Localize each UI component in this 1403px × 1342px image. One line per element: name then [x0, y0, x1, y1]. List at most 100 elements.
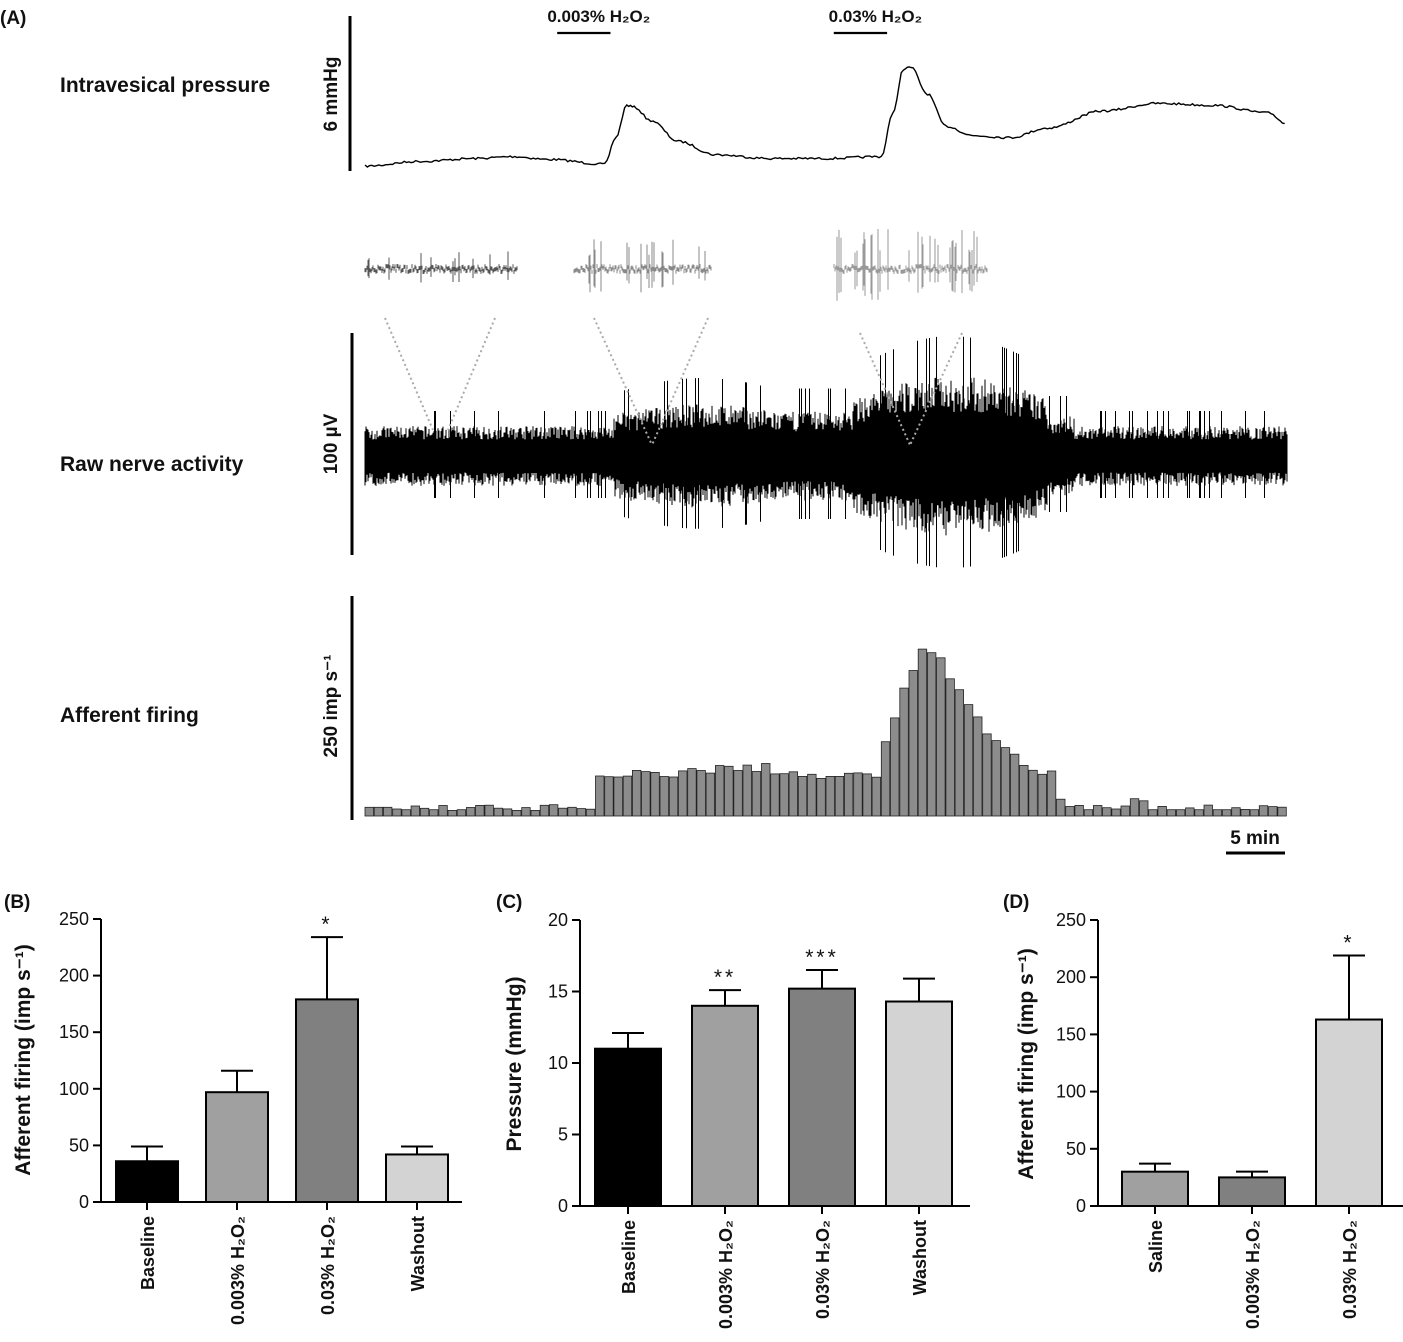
firing-bin — [567, 806, 577, 817]
firing-bin — [521, 807, 531, 817]
firing-bin — [1203, 804, 1213, 817]
firing-bin — [1046, 770, 1057, 817]
category-label: 0.003% H₂O₂ — [1243, 1220, 1263, 1329]
y-tick-label: 100 — [59, 1079, 89, 1099]
firing-bin — [558, 807, 568, 817]
firing-bin — [936, 657, 946, 817]
firing-bin — [1268, 806, 1278, 817]
firing-bin — [530, 810, 540, 817]
panel-d-letter: (D) — [1003, 892, 1029, 913]
bar-0 — [1121, 1170, 1189, 1208]
y-tick-label: 200 — [59, 966, 89, 986]
nerve-inset-3 — [833, 229, 988, 301]
firing-bin — [493, 807, 504, 817]
firing-bin — [715, 765, 725, 817]
firing-bin — [613, 776, 623, 817]
firing-bin — [899, 687, 909, 817]
y-tick-label: 200 — [1056, 967, 1086, 987]
firing-bin — [1093, 805, 1103, 817]
bar-2 — [1315, 1018, 1383, 1208]
firing-bin — [678, 770, 688, 817]
time-scale-label: 5 min — [1230, 828, 1280, 849]
firing-bin — [834, 776, 845, 817]
bar-3 — [385, 1153, 449, 1204]
panel-b-chart: 0 50 100 150 200 250 Baseline 0.003% H₂O₂ 0.03% … — [59, 909, 462, 1325]
panel-d-chart: 0 50 100 150 200 250 Saline 0.003% H₂O₂ 0.03% H₂… — [1056, 910, 1403, 1329]
application-label: 0.03% H₂O₂ — [829, 7, 923, 26]
panel-d: (D) Afferent firing (imp s⁻¹) 0 50 100 150 2… — [1003, 892, 1403, 1329]
pressure-trace-label: Intravesical pressure — [60, 74, 270, 97]
nerve-trace — [364, 336, 1288, 568]
firing-bin — [585, 808, 596, 817]
firing-bin — [622, 775, 633, 817]
panel-a: (A) Intravesical pressure Raw nerve acti… — [0, 7, 1288, 855]
firing-bin — [1139, 800, 1149, 817]
firing-bin — [687, 768, 697, 817]
firing-bin — [392, 808, 402, 817]
firing-bin — [659, 776, 669, 817]
firing-bin — [927, 652, 937, 817]
firing-bin — [604, 776, 614, 817]
firing-bin — [429, 809, 439, 817]
firing-scale-label: 250 imp s⁻¹ — [321, 655, 342, 758]
firing-bin — [751, 771, 762, 817]
bar-1 — [1218, 1176, 1286, 1208]
firing-bin — [465, 807, 476, 817]
firing-bin — [1102, 807, 1112, 817]
firing-bin — [484, 804, 494, 817]
firing-bin — [512, 810, 522, 817]
firing-bin — [982, 733, 992, 817]
firing-bin — [447, 810, 457, 817]
category-label: 0.03% H₂O₂ — [1340, 1220, 1360, 1319]
inset-connector — [593, 317, 653, 446]
panel-c: (C) Pressure (mmHg) 0 5 10 15 20 Baseline 0.00… — [496, 892, 970, 1329]
firing-bin — [807, 773, 817, 817]
firing-bin — [1037, 773, 1047, 817]
panel-c-letter: (C) — [496, 892, 522, 913]
significance-marker: * — [1343, 931, 1354, 954]
y-tick-label: 0 — [79, 1192, 89, 1212]
firing-bin — [724, 765, 734, 817]
firing-bin — [456, 809, 467, 817]
firing-bin — [742, 764, 752, 817]
category-label: Saline — [1146, 1220, 1166, 1273]
y-tick-label: 100 — [1056, 1082, 1086, 1102]
nerve-scale-label: 100 µV — [321, 413, 342, 474]
panel-b: (B) Afferent firing (imp s⁻¹) 0 50 100 150 2… — [4, 892, 462, 1325]
firing-bin — [641, 771, 651, 817]
firing-bin — [733, 770, 743, 817]
firing-bin — [1194, 809, 1204, 817]
firing-bin — [1222, 809, 1232, 817]
inset-connector — [909, 332, 963, 446]
category-label: Baseline — [619, 1220, 639, 1294]
category-label: 0.03% H₂O₂ — [318, 1216, 338, 1315]
firing-bin — [1185, 807, 1195, 817]
bar-2 — [295, 998, 359, 1204]
firing-histogram — [364, 648, 1287, 817]
nerve-insets — [364, 229, 988, 301]
firing-bin — [595, 775, 605, 817]
firing-bin — [549, 804, 559, 817]
y-tick-label: 10 — [548, 1053, 568, 1073]
y-tick-label: 250 — [1056, 910, 1086, 930]
firing-bin — [880, 741, 891, 817]
firing-bin — [908, 670, 918, 817]
pressure-scale-label: 6 mmHg — [321, 57, 342, 132]
firing-bin — [475, 805, 485, 817]
inset-connector — [651, 317, 709, 446]
firing-bin — [410, 805, 421, 817]
firing-bin — [1056, 798, 1066, 817]
firing-bin — [862, 773, 872, 817]
firing-bin — [576, 808, 586, 817]
inset-connectors — [384, 317, 963, 446]
bar-0 — [115, 1160, 179, 1204]
inset-connector — [859, 332, 911, 446]
y-tick-label: 0 — [558, 1196, 568, 1216]
application-markers: 0.003% H₂O₂ 0.03% H₂O₂ — [547, 7, 923, 35]
y-tick-label: 50 — [69, 1135, 89, 1155]
panel-a-letter: (A) — [0, 8, 26, 29]
panel-d-ylabel: Afferent firing (imp s⁻¹) — [1015, 948, 1038, 1180]
bar-0 — [594, 1047, 662, 1207]
firing-bin — [917, 648, 928, 817]
firing-bin — [668, 776, 679, 817]
